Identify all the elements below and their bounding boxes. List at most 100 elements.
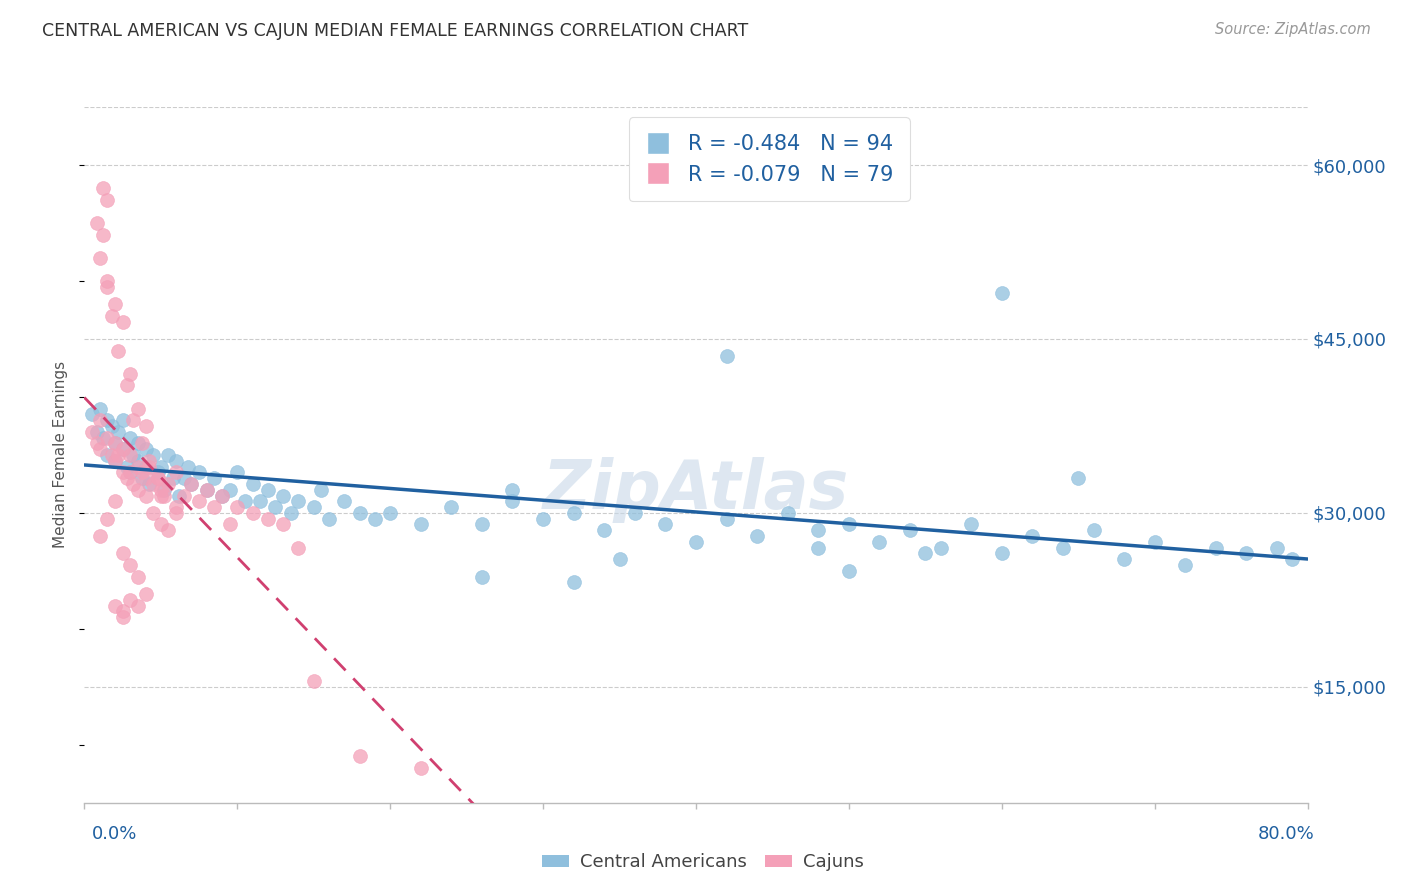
Point <box>115 459 138 474</box>
Point <box>111 314 134 328</box>
Point <box>115 378 138 392</box>
Point <box>111 546 134 561</box>
Point <box>138 476 160 491</box>
Point <box>120 558 142 573</box>
Point <box>165 506 187 520</box>
Point <box>146 471 169 485</box>
Point <box>104 494 127 508</box>
Point <box>111 466 134 480</box>
Point <box>157 448 180 462</box>
Point <box>157 476 180 491</box>
Point <box>1265 541 1288 555</box>
Point <box>96 413 118 427</box>
Point <box>654 517 676 532</box>
Text: 0.0%: 0.0% <box>91 825 136 843</box>
Point <box>96 193 118 207</box>
Point <box>287 541 309 555</box>
Point <box>111 413 134 427</box>
Point <box>89 442 111 456</box>
Point <box>349 749 371 764</box>
Point <box>104 453 127 467</box>
Point <box>120 466 142 480</box>
Point <box>211 489 233 503</box>
Point <box>685 534 707 549</box>
Point <box>122 476 145 491</box>
Point <box>264 500 287 514</box>
Point <box>142 506 165 520</box>
Point <box>96 511 118 525</box>
Point <box>127 570 149 584</box>
Point <box>146 471 169 485</box>
Point <box>138 459 160 474</box>
Point <box>838 564 860 578</box>
Point <box>89 529 111 543</box>
Point <box>101 448 124 462</box>
Point <box>165 466 187 480</box>
Point <box>624 506 647 520</box>
Point <box>562 575 585 590</box>
Point <box>173 471 195 485</box>
Point <box>135 459 157 474</box>
Point <box>716 349 738 364</box>
Point <box>302 500 325 514</box>
Text: CENTRAL AMERICAN VS CAJUN MEDIAN FEMALE EARNINGS CORRELATION CHART: CENTRAL AMERICAN VS CAJUN MEDIAN FEMALE … <box>42 22 748 40</box>
Y-axis label: Median Female Earnings: Median Female Earnings <box>53 361 69 549</box>
Point <box>149 483 172 497</box>
Point <box>180 476 202 491</box>
Point <box>115 471 138 485</box>
Point <box>202 471 225 485</box>
Point <box>380 506 402 520</box>
Text: 80.0%: 80.0% <box>1258 825 1315 843</box>
Point <box>149 489 172 503</box>
Point <box>86 425 108 439</box>
Point <box>233 494 256 508</box>
Legend: Central Americans, Cajuns: Central Americans, Cajuns <box>534 847 872 879</box>
Point <box>807 523 830 537</box>
Point <box>104 599 127 613</box>
Point <box>776 506 799 520</box>
Point <box>89 401 111 416</box>
Point <box>149 459 172 474</box>
Point <box>149 517 172 532</box>
Point <box>120 448 142 462</box>
Point <box>440 500 463 514</box>
Point <box>165 453 187 467</box>
Point <box>257 511 280 525</box>
Point <box>111 610 134 624</box>
Point <box>107 343 129 358</box>
Point <box>226 466 249 480</box>
Point <box>157 523 180 537</box>
Point <box>242 506 264 520</box>
Point <box>287 494 309 508</box>
Point <box>153 483 176 497</box>
Point <box>898 523 921 537</box>
Point <box>531 511 554 525</box>
Point <box>960 517 983 532</box>
Point <box>188 466 211 480</box>
Point <box>167 489 190 503</box>
Point <box>211 489 233 503</box>
Point <box>138 453 160 467</box>
Point <box>409 517 432 532</box>
Point <box>104 436 127 450</box>
Point <box>162 471 184 485</box>
Point <box>127 599 149 613</box>
Point <box>127 453 149 467</box>
Point <box>96 279 118 293</box>
Point <box>562 506 585 520</box>
Point <box>318 511 340 525</box>
Point <box>122 448 145 462</box>
Point <box>89 413 111 427</box>
Point <box>302 674 325 689</box>
Point <box>135 489 157 503</box>
Point <box>177 459 200 474</box>
Point <box>153 489 176 503</box>
Point <box>311 483 333 497</box>
Point <box>609 552 631 566</box>
Point <box>122 413 145 427</box>
Point <box>502 494 524 508</box>
Point <box>135 587 157 601</box>
Point <box>127 401 149 416</box>
Point <box>271 489 294 503</box>
Point <box>188 494 211 508</box>
